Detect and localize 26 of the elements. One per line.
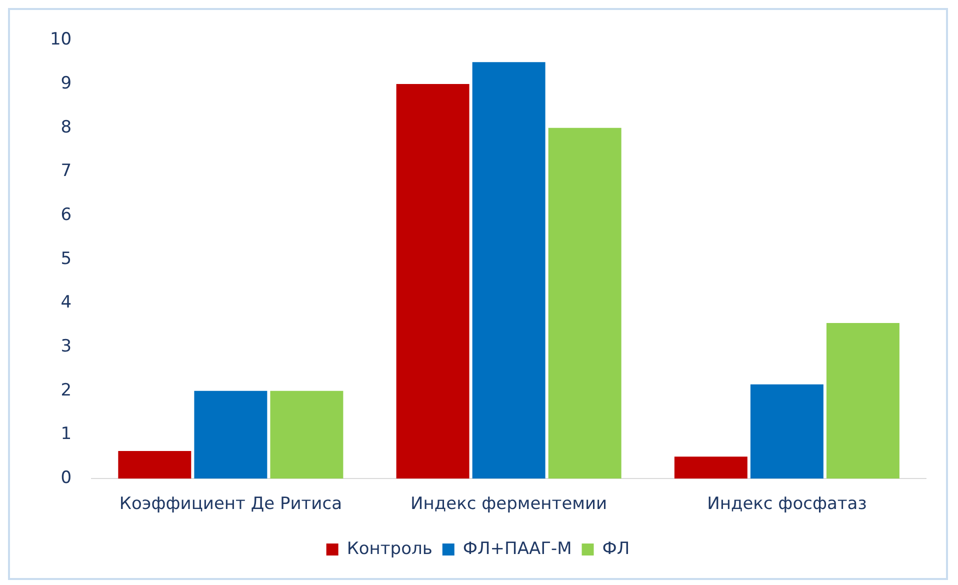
- y-tick-label: 10: [50, 30, 72, 50]
- bar: [194, 390, 268, 479]
- y-tick-label: 7: [60, 161, 72, 182]
- legend-label: Контроль: [346, 538, 432, 559]
- y-tick-label: 6: [60, 204, 72, 225]
- bar: [472, 62, 546, 479]
- bar: [118, 450, 192, 479]
- y-tick-label: 9: [60, 73, 72, 94]
- bar: [674, 456, 748, 479]
- bar: [826, 322, 900, 479]
- x-tick-label: Индекс фосфатаз: [707, 494, 867, 514]
- y-tick-label: 0: [60, 468, 72, 488]
- x-tick-label: Индекс ферментемии: [410, 494, 608, 514]
- bar: [750, 384, 824, 479]
- legend-label: ФЛ+ПААГ-М: [462, 538, 572, 559]
- y-tick-label: 2: [60, 380, 72, 400]
- y-tick-label: 1: [60, 424, 72, 444]
- bar: [396, 84, 470, 479]
- y-tick-label: 8: [60, 117, 72, 138]
- y-tick-label: 5: [60, 248, 72, 269]
- legend-label: ФЛ: [602, 538, 630, 559]
- x-tick-label: Коэффициент Де Ритиса: [119, 494, 342, 514]
- y-tick-label: 4: [60, 292, 72, 313]
- bar: [548, 128, 622, 479]
- bar: [270, 390, 344, 479]
- y-tick-label: 3: [60, 336, 72, 356]
